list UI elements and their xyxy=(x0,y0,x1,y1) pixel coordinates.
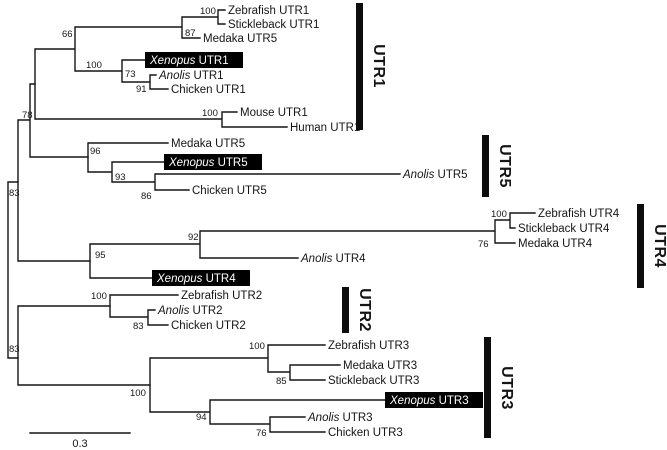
scale-bar: 0.3 xyxy=(29,432,131,450)
clade-utr5: UTR5 xyxy=(482,135,513,197)
taxon-label: Anolis UTR5 xyxy=(402,169,468,181)
clade-label: UTR4 xyxy=(651,224,667,268)
highlight-box xyxy=(164,154,262,170)
bootstrap-value: 92 xyxy=(188,232,199,243)
taxon-label: Chicken UTR2 xyxy=(171,320,246,332)
taxon-label: Xenopus UTR3 xyxy=(389,395,469,407)
tree-branches xyxy=(7,9,536,433)
taxon-label: Stickleback UTR4 xyxy=(518,223,610,235)
taxon-label: Zebrafish UTR1 xyxy=(228,5,309,17)
bootstrap-value: 100 xyxy=(86,60,102,71)
bootstrap-value: 100 xyxy=(249,341,265,352)
bootstrap-value: 95 xyxy=(95,250,106,261)
bootstrap-value: 100 xyxy=(491,209,507,220)
taxon-label: Chicken UTR3 xyxy=(328,427,403,439)
highlighted-taxon: Xenopus UTR5 xyxy=(164,154,262,170)
clade-utr4: UTR4 xyxy=(637,204,667,288)
highlight-box xyxy=(385,392,483,408)
root-spine-branches xyxy=(7,181,19,359)
taxon-label: Xenopus UTR5 xyxy=(168,157,248,169)
taxon-label: Anolis UTR3 xyxy=(307,412,373,424)
highlight-box xyxy=(152,270,250,286)
clade-bar xyxy=(484,337,491,438)
bootstrap-value: 93 xyxy=(115,172,126,183)
taxon-label: Xenopus UTR4 xyxy=(156,273,236,285)
taxon-label: Chicken UTR5 xyxy=(192,185,267,197)
utr1-clade-branches xyxy=(34,9,288,128)
taxon-label: Stickleback UTR1 xyxy=(228,19,319,31)
bootstrap-value: 100 xyxy=(91,291,107,302)
taxon-label: Medaka UTR5 xyxy=(171,138,245,150)
bootstrap-value: 73 xyxy=(125,69,136,80)
bootstrap-value: 85 xyxy=(276,376,287,387)
taxon-label: Medaka UTR5 xyxy=(203,33,277,45)
bootstrap-value: 66 xyxy=(62,29,73,40)
taxon-label: Medaka UTR3 xyxy=(343,360,417,372)
clade-bar xyxy=(482,135,489,197)
utr2-clade-branches xyxy=(109,294,179,326)
utr5-clade-branches xyxy=(87,142,401,191)
clade-bar xyxy=(637,204,644,288)
clade-label: UTR5 xyxy=(496,144,513,188)
scale-bar-label: 0.3 xyxy=(72,438,87,450)
taxon-label: Zebrafish UTR2 xyxy=(181,290,262,302)
bootstrap-value: 96 xyxy=(90,146,101,157)
bootstrap-value: 83 xyxy=(133,321,144,332)
highlighted-taxon: Xenopus UTR1 xyxy=(145,52,243,68)
bootstrap-value: 83 xyxy=(9,188,20,199)
taxon-label: Human UTR1 xyxy=(290,122,360,134)
bootstrap-value: 87 xyxy=(185,28,196,39)
highlighted-taxon: Xenopus UTR4 xyxy=(152,270,250,286)
utr3-clade-branches xyxy=(149,344,386,433)
taxon-label: Zebrafish UTR4 xyxy=(538,208,620,220)
clade-label: UTR2 xyxy=(356,288,373,332)
clade-bar xyxy=(342,287,349,333)
taxon-label: Mouse UTR1 xyxy=(240,107,308,119)
taxon-label: Zebrafish UTR3 xyxy=(328,340,409,352)
taxon-label: Anolis UTR1 xyxy=(158,70,224,82)
taxon-label: Chicken UTR1 xyxy=(171,84,246,96)
lower-group-branches xyxy=(17,305,151,386)
clade-label: UTR3 xyxy=(498,366,515,410)
clade-bar xyxy=(356,3,363,130)
clade-utr2: UTR2 xyxy=(342,287,373,333)
taxon-label: Stickleback UTR3 xyxy=(328,375,419,387)
taxon-label: Anolis UTR2 xyxy=(157,305,223,317)
bootstrap-value: 76 xyxy=(478,239,489,250)
bootstrap-value: 76 xyxy=(256,428,267,439)
bootstrap-value: 86 xyxy=(141,191,152,202)
taxon-label: Medaka UTR4 xyxy=(518,238,593,250)
bootstrap-value: 100 xyxy=(130,388,146,399)
taxon-labels: Zebrafish UTR1 Stickleback UTR1 Medaka U… xyxy=(145,5,620,439)
taxon-label: Xenopus UTR1 xyxy=(149,55,229,67)
highlighted-taxon: Xenopus UTR3 xyxy=(385,392,483,408)
bootstrap-value: 83 xyxy=(9,344,20,355)
bootstrap-values: 100 87 66 100 73 91 78 100 96 93 86 100 … xyxy=(9,6,507,439)
taxon-label: Anolis UTR4 xyxy=(300,253,366,265)
bootstrap-value: 91 xyxy=(136,84,147,95)
clade-utr3: UTR3 xyxy=(484,337,515,438)
bootstrap-value: 100 xyxy=(202,108,218,119)
clade-markers: UTR1 UTR5 UTR4 UTR2 UTR3 xyxy=(342,3,667,438)
clade-label: UTR1 xyxy=(370,44,387,88)
clade-utr1: UTR1 xyxy=(356,3,387,130)
bootstrap-value: 94 xyxy=(196,412,207,423)
upper-group-branches xyxy=(17,83,91,262)
bootstrap-value: 78 xyxy=(22,110,33,121)
bootstrap-value: 100 xyxy=(200,6,216,17)
utr4-clade-branches xyxy=(89,212,536,279)
highlight-box xyxy=(145,52,243,68)
